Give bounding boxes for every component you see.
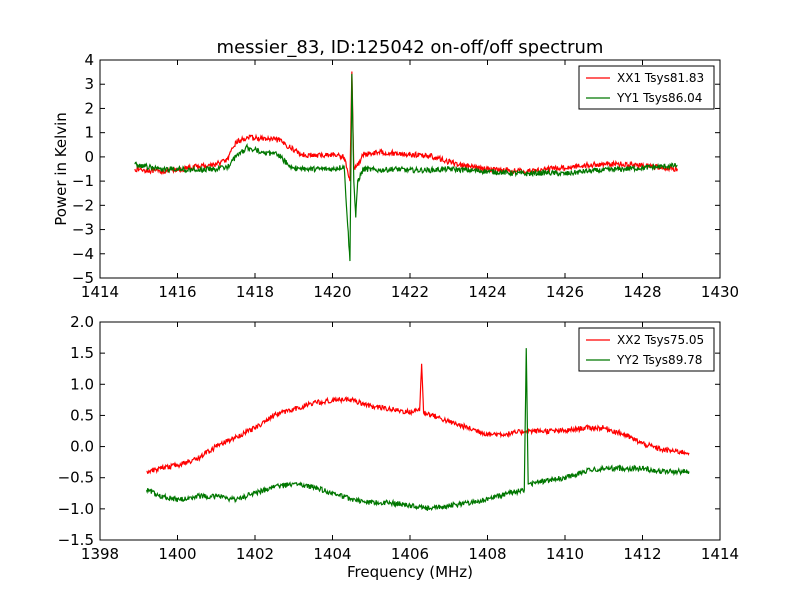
bottom-y-tick-label: 1.0 [70, 375, 94, 393]
top-x-tick-label: 1420 [313, 283, 351, 301]
top-y-tick-label: −4 [72, 245, 94, 263]
bottom-y-tick-label: 2.0 [70, 313, 94, 331]
top-x-tick-label: 1418 [236, 283, 274, 301]
bottom-y-tick-label: −1.0 [58, 500, 94, 518]
top-y-axis-label: Power in Kelvin [52, 112, 70, 226]
bottom-x-tick-label: 1410 [546, 545, 584, 563]
bottom-x-tick-label: 1404 [313, 545, 351, 563]
bottom-y-tick-label: −0.5 [58, 469, 94, 487]
bottom-legend-box [578, 327, 715, 372]
top-x-tick-label: 1428 [623, 283, 661, 301]
bottom-legend-label-2: YY2 Tsys89.78 [616, 353, 702, 367]
top-y-tick-label: −2 [72, 196, 94, 214]
top-panel: 1414 1416 1418 1420 1422 1424 1426 1428 1430−5−4… [72, 51, 739, 301]
bottom-series-line-1 [146, 363, 690, 475]
top-x-tick-label: 1414 [81, 283, 119, 301]
bottom-x-tick-label: 1414 [701, 545, 739, 563]
top-x-tick-label: 1426 [546, 283, 584, 301]
top-legend-label-1: XX1 Tsys81.83 [617, 71, 704, 85]
bottom-x-tick-label: 1412 [623, 545, 661, 563]
bottom-x-tick-label: 1398 [81, 545, 119, 563]
bottom-x-tick-label: 1400 [158, 545, 196, 563]
top-y-tick-label: 0 [84, 148, 94, 166]
top-series-line-1 [134, 71, 678, 182]
bottom-x-tick-label: 1408 [468, 545, 506, 563]
bottom-x-tick-label: 1402 [236, 545, 274, 563]
top-y-tick-label: 1 [84, 124, 94, 142]
bottom-panel: 1398 1400 1402 1404 1406 1408 1410 1412 1414 −1.5… [58, 313, 740, 563]
top-x-tick-label: 1430 [701, 283, 739, 301]
bottom-y-tick-label: −1.5 [58, 531, 94, 549]
top-y-tick-label: 4 [84, 51, 94, 69]
bottom-x-axis-label: Frequency (MHz) [347, 563, 473, 581]
top-y-tick-label: 2 [84, 99, 94, 117]
top-y-tick-label: 3 [84, 75, 94, 93]
bottom-y-tick-label: 0.5 [70, 406, 94, 424]
top-series-line-2 [134, 73, 678, 262]
bottom-y-tick-label: 0.0 [70, 438, 94, 456]
top-y-tick-label: −5 [72, 269, 94, 287]
bottom-legend-label-1: XX2 Tsys75.05 [617, 333, 704, 347]
bottom-y-tick-label: 1.5 [70, 344, 94, 362]
top-y-tick-label: −1 [72, 172, 94, 190]
top-x-tick-label: 1416 [158, 283, 196, 301]
bottom-series-line-2 [145, 348, 690, 511]
top-legend-label-2: YY1 Tsys86.04 [616, 91, 702, 105]
bottom-x-tick-label: 1406 [391, 545, 429, 563]
top-y-tick-label: −3 [72, 221, 94, 239]
top-x-tick-label: 1424 [468, 283, 506, 301]
top-chart-title: messier_83, ID:125042 on-off/off spectru… [217, 37, 604, 58]
top-x-tick-label: 1422 [391, 283, 429, 301]
top-legend-box [578, 65, 715, 110]
